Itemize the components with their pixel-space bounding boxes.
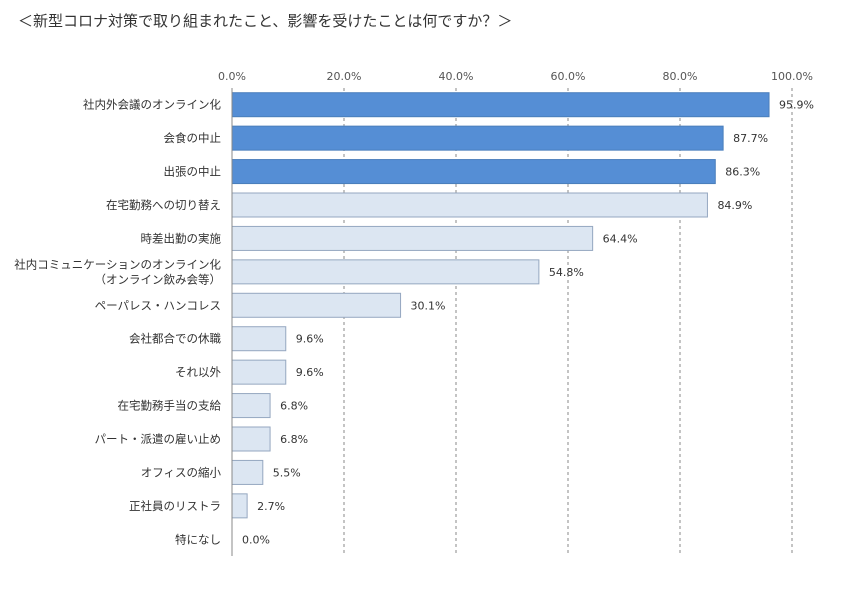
category-label: （オンライン飲み会等） — [95, 272, 222, 286]
category-label: 時差出勤の実施 — [141, 231, 222, 245]
category-label: 特になし — [175, 532, 221, 546]
category-label: 会食の中止 — [164, 131, 222, 145]
category-label: 在宅勤務への切り替え — [106, 198, 221, 212]
category-label: 会社都合での休職 — [129, 332, 221, 346]
value-label: 9.6% — [296, 366, 324, 379]
value-label: 84.9% — [717, 199, 752, 212]
value-label: 30.1% — [411, 299, 446, 312]
value-label: 54.8% — [549, 266, 584, 279]
category-label: パート・派遣の雇い止め — [95, 432, 222, 446]
bar — [231, 259, 540, 285]
bar — [231, 493, 248, 519]
value-label: 86.3% — [725, 166, 760, 179]
value-labels: 95.9% 87.7% 86.3% 84.9% 64.4% 54.8% 30.1% 9.6% 9… — [242, 99, 814, 547]
x-tick-label: 40.0% — [439, 70, 474, 83]
category-label: オフィスの縮小 — [141, 465, 222, 479]
category-label: 正社員のリストラ — [129, 499, 221, 513]
x-tick-label: 20.0% — [327, 70, 362, 83]
value-label: 0.0% — [242, 533, 270, 546]
grid-lines — [343, 88, 793, 556]
bar — [231, 459, 264, 485]
category-label: 在宅勤務手当の支給 — [118, 399, 222, 413]
category-label: 社内外会議のオンライン化 — [83, 98, 221, 112]
bar — [231, 125, 724, 151]
x-tick-label: 100.0% — [771, 70, 813, 83]
bar — [231, 326, 287, 352]
bar — [231, 159, 716, 185]
x-axis-ticks: 0.0% 20.0% 40.0% 60.0% 80.0% 100.0% — [218, 70, 813, 83]
chart-title: ＜新型コロナ対策で取り組まれたこと、影響を受けたことは何ですか？＞ — [18, 12, 513, 30]
value-label: 2.7% — [257, 500, 285, 513]
value-label: 87.7% — [733, 132, 768, 145]
x-tick-label: 60.0% — [551, 70, 586, 83]
bar — [231, 393, 271, 419]
value-label: 64.4% — [603, 232, 638, 245]
x-tick-label: 0.0% — [218, 70, 246, 83]
category-label: 社内コミュニケーションのオンライン化 — [14, 257, 221, 271]
value-label: 95.9% — [779, 99, 814, 112]
bar — [231, 92, 770, 118]
bar — [231, 359, 287, 385]
value-label: 9.6% — [296, 333, 324, 346]
value-label: 6.8% — [280, 433, 308, 446]
bars — [231, 92, 770, 519]
x-tick-label: 80.0% — [663, 70, 698, 83]
category-labels: 社内外会議のオンライン化会食の中止出張の中止在宅勤務への切り替え時差出勤の実施社… — [14, 98, 221, 547]
bar — [231, 292, 402, 318]
category-label: ペーパレス・ハンコレス — [95, 298, 221, 312]
value-label: 6.8% — [280, 400, 308, 413]
bar — [231, 192, 708, 218]
value-label: 5.5% — [273, 466, 301, 479]
category-label: それ以外 — [175, 365, 221, 379]
category-label: 出張の中止 — [164, 165, 222, 179]
bar — [231, 426, 271, 452]
bar — [231, 225, 594, 251]
